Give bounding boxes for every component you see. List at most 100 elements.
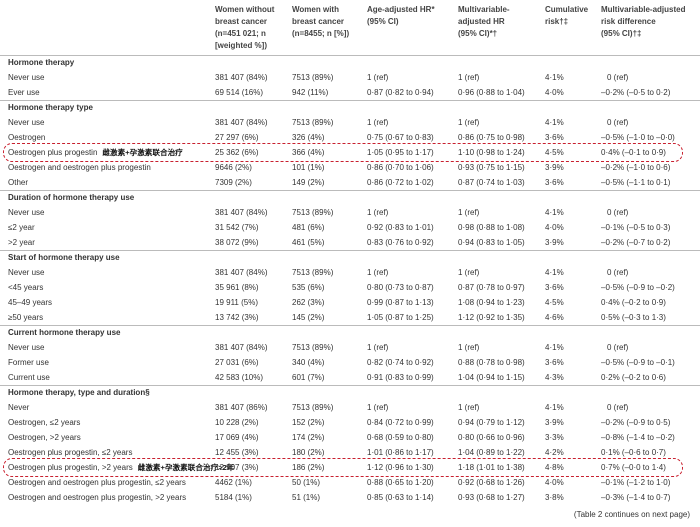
row-label-text: ≤2 year	[8, 222, 35, 232]
row-label: Oestrogen plus progestin, ≤2 years	[8, 445, 132, 460]
highlight-box	[3, 142, 683, 162]
cell: 381 407 (86%)	[215, 402, 268, 412]
cell: 186 (2%)	[292, 462, 325, 472]
cell: 35 961 (8%)	[215, 282, 259, 292]
row-label: Never use	[8, 115, 44, 130]
cell: 0·88 (0·65 to 1·20)	[367, 477, 434, 487]
column-header: risk difference	[601, 17, 656, 26]
row-label: Other	[8, 175, 28, 190]
cell: 12 907 (3%)	[215, 462, 259, 472]
column-header: Women with	[292, 5, 339, 14]
cell: 174 (2%)	[292, 432, 325, 442]
cell: 381 407 (84%)	[215, 117, 268, 127]
cell: 535 (6%)	[292, 282, 325, 292]
column-header: Multivariable-	[458, 5, 510, 14]
row-label: Current use	[8, 370, 50, 385]
cell: 0·86 (0·72 to 1·02)	[367, 177, 434, 187]
cell: 50 (1%)	[292, 477, 321, 487]
cell: 4·5%	[545, 297, 564, 307]
cell: 0·84 (0·72 to 0·99)	[367, 417, 434, 427]
cell: –0·2% (–0·7 to 0·2)	[601, 237, 671, 247]
row-label-text: Never use	[8, 72, 45, 82]
cell: 3·6%	[545, 282, 564, 292]
cell: 7309 (2%)	[215, 177, 252, 187]
cell: 4·1%	[545, 117, 564, 127]
cell: –0·1% (–0·5 to 0·3)	[601, 222, 671, 232]
cell: 7513 (89%)	[292, 117, 334, 127]
highlight-box	[3, 457, 683, 477]
cell: 0·85 (0·63 to 1·14)	[367, 492, 434, 502]
annotation: 雌激素+孕激素联合治疗	[102, 147, 183, 157]
cell: 0·80 (0·66 to 0·96)	[458, 432, 525, 442]
row-label: Oestrogen, ≤2 years	[8, 415, 80, 430]
annotation: 雌激素+孕激素联合治疗>2年	[137, 462, 235, 472]
cell: 3·6%	[545, 357, 564, 367]
cell: 0·92 (0·83 to 1·01)	[367, 222, 434, 232]
row-label: Never use	[8, 265, 44, 280]
column-header: Women without	[215, 5, 275, 14]
row-label-text: ≥50 years	[8, 312, 44, 322]
cell: 1 (ref)	[367, 117, 389, 127]
row-label: Oestrogen and oestrogen plus progestin	[8, 160, 151, 175]
cell: 7513 (89%)	[292, 342, 334, 352]
cell: 0 (ref)	[607, 207, 629, 217]
column-header: [weighted %])	[215, 41, 267, 50]
cell: 0·92 (0·68 to 1·26)	[458, 477, 525, 487]
cell: 4·1%	[545, 267, 564, 277]
cell: –0·5% (–1·1 to 0·1)	[601, 177, 671, 187]
row-label-text: Oestrogen and oestrogen plus progestin, …	[8, 492, 187, 502]
cell: 0·80 (0·73 to 0·87)	[367, 282, 434, 292]
cell: 17 069 (4%)	[215, 432, 259, 442]
row-label: Oestrogen plus progestin 雌激素+孕激素联合治疗	[8, 145, 183, 160]
cell: 42 583 (10%)	[215, 372, 264, 382]
row-label: <45 years	[8, 280, 43, 295]
column-header: Cumulative	[545, 5, 589, 14]
row-label-text: Never	[8, 402, 30, 412]
cell: 19 911 (5%)	[215, 297, 258, 307]
column-header: (n=8455; n [%])	[292, 29, 350, 38]
cell: 461 (5%)	[292, 237, 325, 247]
cell: 69 514 (16%)	[215, 87, 264, 97]
cell: 0·86 (0·70 to 1·06)	[367, 162, 434, 172]
cell: 4·1%	[545, 402, 564, 412]
cell: 381 407 (84%)	[215, 267, 268, 277]
cell: 0·88 (0·78 to 0·98)	[458, 357, 525, 367]
section-title: Hormone therapy	[8, 57, 75, 67]
cell: –0·5% (–1·0 to –0·0)	[601, 132, 675, 142]
cell: 381 407 (84%)	[215, 207, 268, 217]
row-label-text: <45 years	[8, 282, 44, 292]
column-header: Age-adjusted HR*	[367, 5, 435, 14]
cell: 13 742 (3%)	[215, 312, 259, 322]
cell: 1 (ref)	[458, 267, 480, 277]
column-header: (95% CI)†‡	[601, 29, 642, 38]
section-title: Hormone therapy type	[8, 102, 93, 112]
cell: 481 (6%)	[292, 222, 325, 232]
row-label-text: Other	[8, 177, 29, 187]
column-header: (95% CI)	[367, 17, 399, 26]
row-label: Never	[8, 400, 29, 415]
cell: 0·91 (0·83 to 0·99)	[367, 372, 434, 382]
row-label-text: Never use	[8, 207, 45, 217]
row-label: Oestrogen and oestrogen plus progestin, …	[8, 490, 186, 505]
cell: 4·2%	[545, 447, 564, 457]
cell: 1 (ref)	[367, 72, 389, 82]
cell: 340 (4%)	[292, 357, 325, 367]
column-header: breast cancer	[292, 17, 345, 26]
column-header: (95% CI)*†	[458, 29, 498, 38]
cell: 4·0%	[545, 477, 564, 487]
footer-note: (Table 2 continues on next page)	[573, 510, 690, 519]
cell: 3·9%	[545, 162, 564, 172]
cell: 1 (ref)	[367, 402, 389, 412]
cell: 262 (3%)	[292, 297, 325, 307]
cell: 3·8%	[545, 492, 564, 502]
cell: 1·10 (0·98 to 1·24)	[458, 147, 525, 157]
cell: 0·93 (0·75 to 1·15)	[458, 162, 525, 172]
cell: 0·4% (–0·2 to 0·9)	[601, 297, 666, 307]
column-header: (n=451 021; n	[215, 29, 266, 38]
cell: 0·94 (0·83 to 1·05)	[458, 237, 525, 247]
header-rule	[0, 55, 700, 56]
cell: 942 (11%)	[292, 87, 329, 97]
cell: 152 (2%)	[292, 417, 325, 427]
cell: –0·2% (–0·5 to 0·2)	[601, 87, 671, 97]
cell: 180 (2%)	[292, 447, 325, 457]
